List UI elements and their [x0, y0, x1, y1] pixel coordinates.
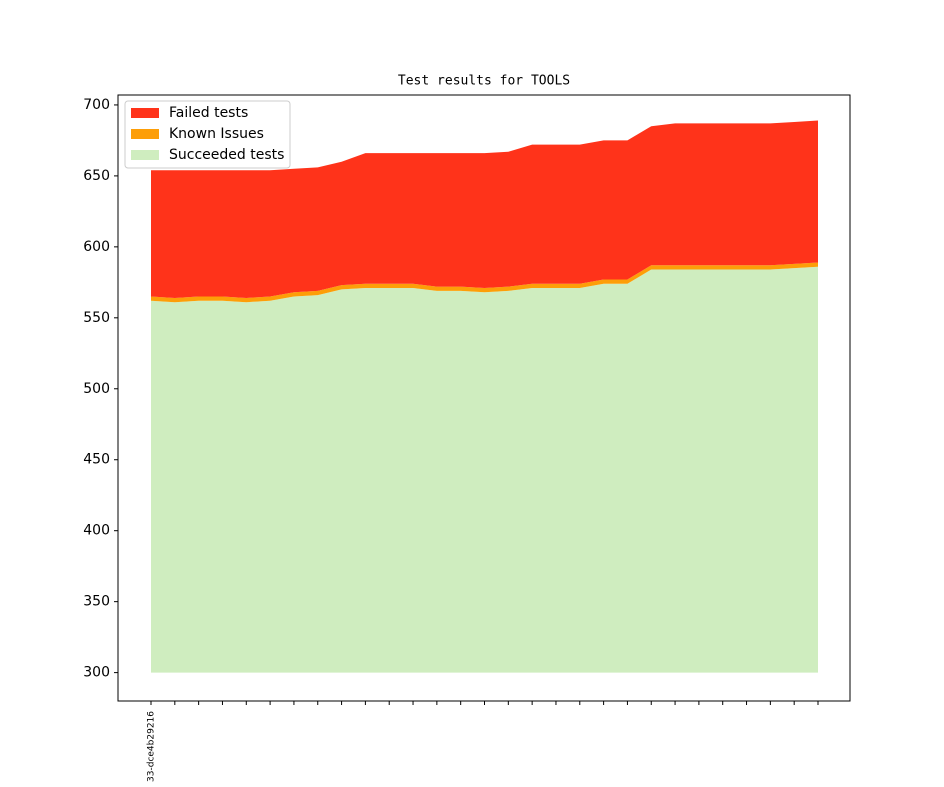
legend-frame	[124, 100, 291, 169]
chart-title: Test results for TOOLS	[398, 74, 570, 89]
y-tick-label: 350	[83, 594, 110, 610]
legend-swatch	[131, 150, 159, 160]
legend-label: Succeeded tests	[169, 147, 284, 163]
legend-swatch	[131, 129, 159, 139]
area	[151, 262, 818, 303]
y-tick-label: 600	[83, 239, 110, 255]
legend-swatch	[131, 108, 159, 118]
area	[151, 120, 818, 298]
legend: Failed tests Known Issues Succeeded tests	[124, 100, 291, 169]
legend-label: Failed tests	[169, 105, 248, 121]
y-tick-label: 500	[83, 381, 110, 397]
y-tick-label: 300	[83, 665, 110, 681]
y-tick-label: 650	[83, 168, 110, 184]
x-tick-label: 33-dce4b29216	[147, 711, 157, 782]
y-tick-label: 400	[83, 523, 110, 539]
area	[151, 266, 818, 673]
y-tick-label: 550	[83, 310, 110, 326]
legend-label: Known Issues	[169, 126, 264, 142]
y-tick-label: 450	[83, 452, 110, 468]
y-tick-label: 700	[83, 97, 110, 113]
